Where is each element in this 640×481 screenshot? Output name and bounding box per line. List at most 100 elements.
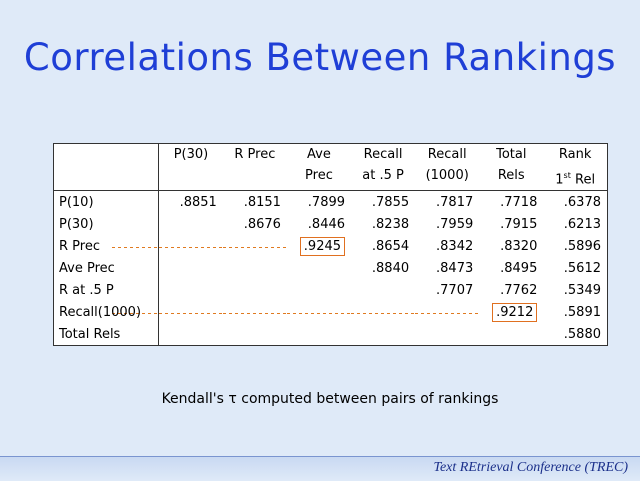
header-line: Rels — [497, 168, 525, 183]
cell-value: .7915 — [500, 216, 538, 232]
table-cell: .8342 — [415, 235, 479, 257]
table-cell: .6378 — [543, 191, 607, 214]
column-header: R Prec — [222, 143, 287, 192]
table-cell — [159, 323, 223, 346]
row-label: R Prec — [53, 235, 160, 258]
ordinal: 1 — [555, 172, 564, 188]
table-cell: .8676 — [223, 213, 287, 235]
cell-value: .8238 — [371, 216, 410, 232]
footer-bar: Text REtrieval Conference (TREC) — [0, 456, 640, 481]
table-cell: .7817 — [415, 191, 479, 214]
corner-cell — [53, 143, 160, 192]
column-header: P(30) — [158, 143, 223, 192]
cell-value: .5891 — [563, 304, 601, 320]
table-row: R Prec .9245 .8654 .8342 .8320 .5896 — [53, 235, 608, 258]
cell-value: .7817 — [436, 194, 474, 210]
cell-value: .9245 — [299, 236, 346, 256]
header-word: Rel — [575, 172, 596, 188]
header-line: Recall — [363, 147, 403, 162]
table-cell: .5880 — [543, 323, 607, 346]
caption: Kendall's τ computed between pairs of ra… — [161, 391, 499, 407]
table-cell: .7762 — [479, 279, 543, 301]
cell-value: .8446 — [307, 216, 346, 232]
row-label: Total Rels — [53, 323, 160, 346]
row-label: P(30) — [53, 213, 160, 236]
table-cell: .8151 — [223, 191, 287, 214]
header-line: Recall — [427, 147, 467, 162]
table-cell — [159, 213, 223, 235]
table-cell — [351, 301, 416, 324]
cell-value: .5880 — [563, 326, 601, 342]
header-line: Prec — [305, 168, 333, 183]
table-cell: .6213 — [543, 213, 607, 235]
column-header: Recall (1000) — [415, 143, 480, 192]
footer-text: Text REtrieval Conference (TREC) — [433, 460, 628, 475]
header-line: R Prec — [234, 147, 276, 162]
column-header: Recall at .5 P — [351, 143, 416, 192]
table-cell — [287, 257, 351, 279]
header-line: Rank — [558, 147, 592, 162]
table-row: R at .5 P .7707 .7762 .5349 — [53, 279, 608, 302]
table-cell: .8654 — [351, 235, 415, 257]
table-cell — [158, 301, 223, 324]
header-row: P(30) R Prec Ave Prec Recall at .5 P Recall (10… — [53, 143, 608, 192]
column-header: Ave Prec — [286, 143, 352, 192]
cell-value: .5349 — [563, 282, 601, 298]
table-cell: .7899 — [287, 191, 351, 214]
table-row: P(10) .8851 .8151 .7899 .7855 .7817 .7718 .6378 — [53, 190, 608, 214]
table-cell: .9245 — [287, 235, 351, 257]
column-header: Total Rels — [479, 143, 544, 192]
cell-value: .8676 — [243, 216, 281, 232]
table-cell: .8320 — [479, 235, 543, 257]
table-cell: .5891 — [543, 301, 607, 323]
table-cell: .5349 — [543, 279, 607, 301]
table-cell — [286, 301, 352, 324]
cell-value: .8342 — [436, 238, 474, 254]
cell-value: .7959 — [436, 216, 474, 232]
cell-value: .5896 — [563, 238, 601, 254]
header-line: 1st Rel — [543, 165, 607, 190]
cell-value: .8654 — [371, 238, 410, 254]
row-label: P(10) — [53, 190, 160, 214]
table-cell — [158, 235, 223, 258]
row-label: R at .5 P — [53, 279, 160, 302]
header-line: (1000) — [425, 168, 469, 183]
table-cell: .7707 — [415, 279, 479, 301]
correlation-table: P(30) R Prec Ave Prec Recall at .5 P Recall (10… — [53, 143, 608, 347]
table-row: P(30) .8676 .8446 .8238 .7959 .7915 .6213 — [53, 213, 608, 236]
cell-value: .9212 — [492, 302, 538, 322]
cell-value: .8473 — [436, 260, 474, 276]
header-line: Total — [496, 147, 527, 162]
table-cell: .7915 — [479, 213, 543, 235]
cell-value: .6213 — [563, 216, 601, 232]
cell-value: .7707 — [436, 282, 474, 298]
table-cell — [222, 235, 287, 258]
cell-value: .8851 — [179, 194, 217, 210]
table-cell: .7855 — [351, 191, 415, 214]
table-cell — [159, 279, 223, 301]
cell-value: .7855 — [371, 194, 410, 210]
cell-value: .6378 — [563, 194, 601, 210]
table-cell — [287, 323, 351, 346]
header-line: Ave — [307, 147, 331, 162]
table-cell — [351, 279, 415, 301]
table-row: Total Rels .5880 — [53, 323, 608, 346]
table-cell — [351, 323, 415, 346]
column-header: Rank 1st Rel — [543, 143, 608, 192]
row-label: Ave Prec — [53, 257, 160, 280]
cell-value: .7718 — [500, 194, 538, 210]
table-cell — [479, 323, 543, 346]
table-cell — [287, 279, 351, 301]
table-cell: .7718 — [479, 191, 543, 214]
table-cell — [223, 323, 287, 346]
cell-value: .5612 — [563, 260, 601, 276]
table-cell: .8238 — [351, 213, 415, 235]
header-line: P(30) — [173, 147, 209, 162]
table-cell: .8446 — [287, 213, 351, 235]
table-cell: .8851 — [159, 191, 223, 214]
table-row: Recall(1000) .9212 .5891 — [53, 301, 608, 324]
table-cell — [222, 301, 287, 324]
cell-value: .8840 — [371, 260, 410, 276]
table-cell: .8840 — [351, 257, 415, 279]
